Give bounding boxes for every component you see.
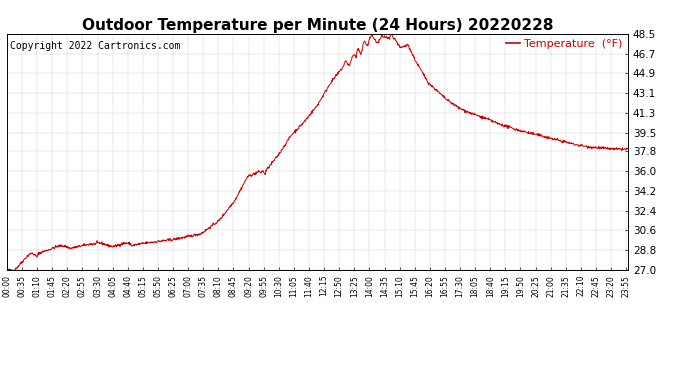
Legend: Temperature  (°F): Temperature (°F)	[506, 39, 622, 49]
Title: Outdoor Temperature per Minute (24 Hours) 20220228: Outdoor Temperature per Minute (24 Hours…	[81, 18, 553, 33]
Text: Copyright 2022 Cartronics.com: Copyright 2022 Cartronics.com	[10, 41, 180, 51]
